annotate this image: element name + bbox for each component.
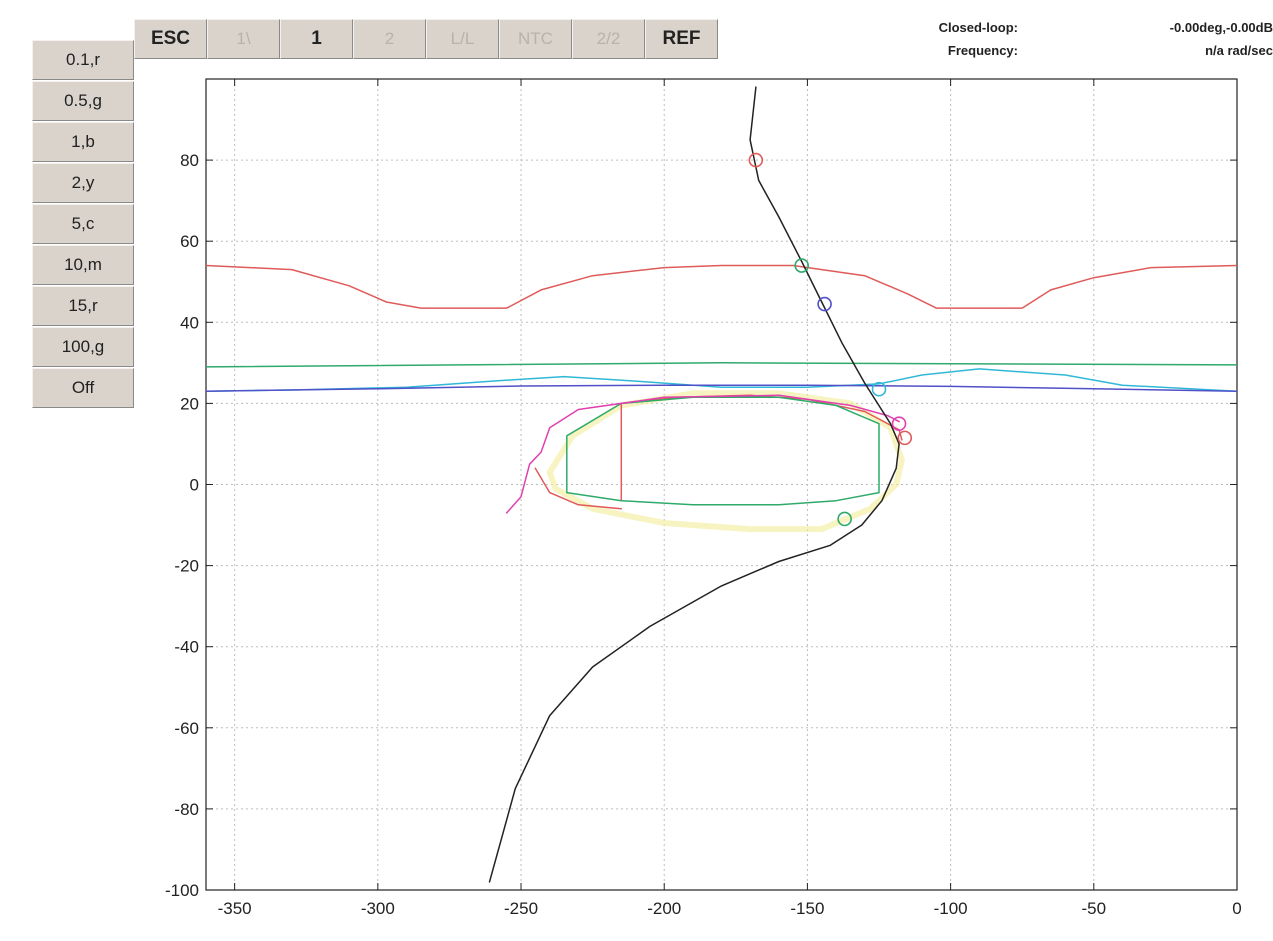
mode-2-button[interactable]: 2 (353, 19, 426, 59)
ll-button[interactable]: L/L (426, 19, 499, 59)
series-line-2-cyan (206, 368, 1237, 392)
mode-1-button[interactable]: 1 (280, 19, 353, 59)
y-tick-label: -80 (174, 800, 199, 819)
series-line-4-yellow (546, 390, 905, 533)
esc-button[interactable]: ESC (134, 19, 207, 59)
toolbar: ESC 1\ 1 2 L/L NTC 2/2 REF (134, 19, 718, 61)
sidebar-btn-5-c[interactable]: 5,c (32, 204, 134, 244)
frequency-label: Frequency: (947, 43, 1018, 58)
sidebar-btn-10-m[interactable]: 10,m (32, 245, 134, 285)
y-tick-label: 0 (190, 476, 199, 495)
sidebar-btn-off[interactable]: Off (32, 368, 134, 408)
x-tick-label: -250 (504, 899, 538, 918)
mode-2-2-button[interactable]: 2/2 (572, 19, 645, 59)
frequency-marker-1-green (794, 258, 809, 273)
frequency-marker-2-blue (817, 296, 832, 312)
y-tick-label: 80 (180, 151, 199, 170)
series-line-9-black (488, 86, 900, 883)
axis-ticks: -350 -300 -250 -200 -150 -100 -50 0-100-80-60-4… (165, 79, 1242, 918)
marker-layer (748, 152, 913, 527)
ref-button[interactable]: REF (645, 19, 718, 59)
series-line-8-magenta (505, 394, 900, 514)
x-tick-label: -100 (934, 899, 968, 918)
series-line-3-blue (206, 384, 1237, 392)
series-line-0-red (206, 264, 1237, 309)
series-line-6-red (534, 467, 623, 510)
y-tick-label: 40 (180, 313, 199, 332)
closed-loop-value: -0.00deg,-0.00dB (1169, 20, 1273, 35)
sidebar: 0.1,r 0.5,g 1,b 2,y 5,c 10,m 15,r 100,g … (32, 40, 134, 409)
mode-1-backslash-button[interactable]: 1\ (207, 19, 280, 59)
frequency-marker-0-red (748, 152, 764, 168)
y-tick-label: -20 (174, 557, 199, 576)
sidebar-btn-100-g[interactable]: 100,g (32, 327, 134, 367)
y-tick-label: -100 (165, 881, 199, 900)
sidebar-btn-15-r[interactable]: 15,r (32, 286, 134, 326)
x-tick-label: -350 (218, 899, 252, 918)
ntc-button[interactable]: NTC (499, 19, 572, 59)
sidebar-btn-0-1-r[interactable]: 0.1,r (32, 40, 134, 80)
sidebar-btn-0-5-g[interactable]: 0.5,g (32, 81, 134, 121)
y-tick-label: -40 (174, 638, 199, 657)
frequency-marker-6-green (837, 511, 852, 527)
y-tick-label: 60 (180, 232, 199, 251)
x-tick-label: -300 (361, 899, 395, 918)
series-layer (206, 86, 1237, 883)
sidebar-btn-2-y[interactable]: 2,y (32, 163, 134, 203)
x-tick-label: -200 (647, 899, 681, 918)
series-line-1-green (206, 362, 1237, 368)
frequency-value: n/a rad/sec (1205, 43, 1273, 58)
closed-loop-label: Closed-loop: (938, 20, 1018, 35)
y-tick-label: 20 (180, 394, 199, 413)
x-tick-label: -50 (1082, 899, 1107, 918)
x-tick-label: -150 (790, 899, 824, 918)
x-tick-label: 0 (1232, 899, 1241, 918)
y-tick-label: -60 (174, 719, 199, 738)
sidebar-btn-1-b[interactable]: 1,b (32, 122, 134, 162)
frequency-marker-3-cyan (871, 381, 887, 397)
frequency-marker-4-magenta (891, 416, 907, 431)
frequency-marker-5-red (897, 430, 913, 446)
grid-lines (206, 79, 1238, 891)
